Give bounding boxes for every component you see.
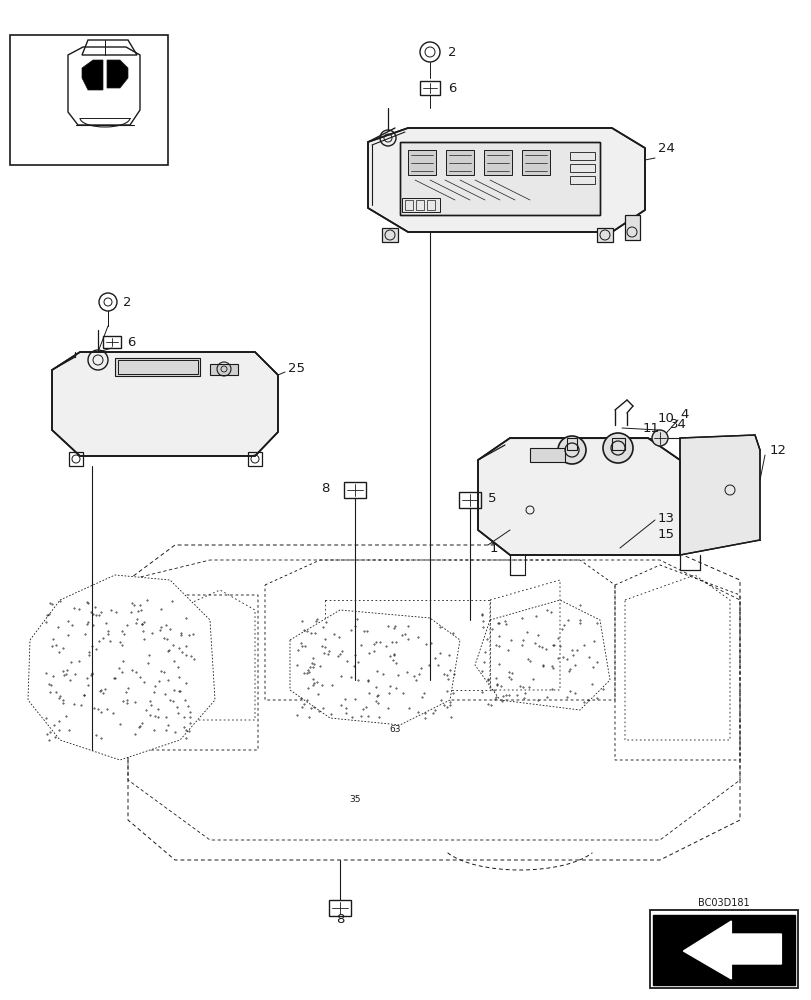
Text: 2: 2: [448, 46, 456, 59]
Polygon shape: [82, 60, 103, 90]
Polygon shape: [115, 358, 200, 376]
Circle shape: [651, 430, 667, 446]
Polygon shape: [407, 150, 436, 175]
Text: 6: 6: [127, 336, 135, 349]
Polygon shape: [596, 228, 612, 242]
Polygon shape: [52, 352, 277, 456]
Polygon shape: [367, 128, 644, 232]
Text: 6: 6: [448, 82, 456, 95]
Polygon shape: [624, 215, 639, 240]
Text: 8: 8: [336, 913, 344, 926]
Polygon shape: [445, 150, 474, 175]
Text: 25: 25: [288, 361, 305, 374]
Polygon shape: [483, 150, 512, 175]
Circle shape: [557, 436, 586, 464]
Text: 8: 8: [321, 482, 329, 494]
Polygon shape: [679, 435, 759, 555]
Bar: [652, 915, 794, 985]
Polygon shape: [478, 438, 679, 555]
Polygon shape: [290, 610, 460, 725]
Text: 15: 15: [657, 528, 674, 540]
Text: 34: 34: [669, 418, 686, 432]
Polygon shape: [381, 228, 397, 242]
Text: 10: 10: [657, 412, 674, 424]
Text: 1: 1: [489, 542, 498, 554]
Text: 2: 2: [122, 296, 131, 308]
Circle shape: [603, 433, 633, 463]
Polygon shape: [210, 364, 238, 375]
Text: 11: 11: [642, 422, 659, 434]
Text: 63: 63: [388, 725, 401, 734]
Text: 13: 13: [657, 512, 674, 524]
Text: 5: 5: [487, 491, 496, 504]
Text: 24: 24: [657, 142, 674, 155]
Polygon shape: [28, 575, 215, 760]
Polygon shape: [107, 60, 128, 88]
Text: 35: 35: [349, 795, 360, 804]
Polygon shape: [521, 150, 549, 175]
Polygon shape: [683, 921, 780, 979]
Text: BC03D181: BC03D181: [697, 898, 749, 908]
Polygon shape: [530, 448, 564, 462]
Text: 4: 4: [679, 408, 688, 422]
Polygon shape: [400, 142, 599, 215]
Text: 12: 12: [769, 444, 786, 456]
